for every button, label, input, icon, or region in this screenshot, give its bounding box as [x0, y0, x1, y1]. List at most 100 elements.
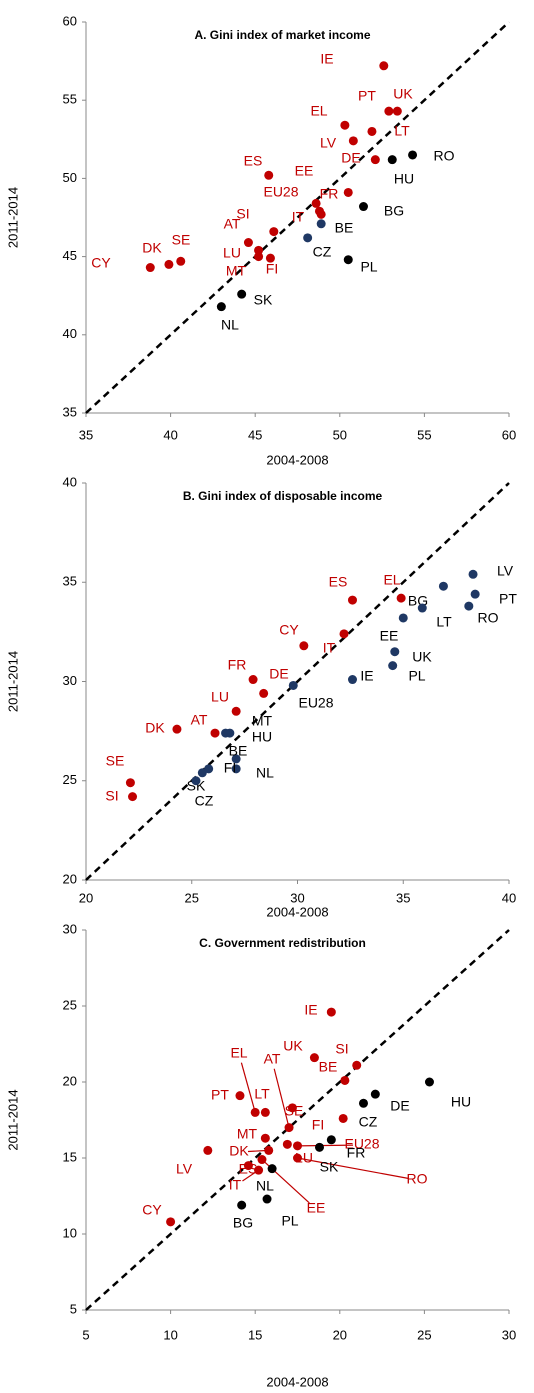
point-label: DE — [269, 666, 288, 682]
x-axis-label: 2004-2008 — [266, 904, 328, 919]
point — [250, 1107, 260, 1117]
point — [284, 1123, 294, 1133]
point — [210, 728, 220, 738]
leader-line — [297, 1144, 354, 1147]
point — [293, 1141, 302, 1151]
x-tick-label: 30 — [502, 1327, 516, 1342]
y-tick-label: 30 — [63, 921, 77, 936]
point — [367, 126, 377, 136]
point-label: DK — [142, 240, 162, 256]
point-label: SK — [254, 292, 273, 308]
x-tick-label: 25 — [417, 1327, 431, 1342]
point — [125, 778, 135, 788]
point-label: PL — [360, 259, 377, 275]
point — [282, 1139, 292, 1149]
x-tick-label: 30 — [290, 890, 304, 905]
point — [370, 1089, 380, 1099]
point — [145, 263, 155, 273]
diagonal-line — [85, 929, 510, 1311]
point-label: SE — [106, 753, 125, 769]
point — [408, 150, 418, 160]
point-label: IT — [292, 209, 305, 225]
point-label: BE — [229, 743, 248, 759]
point-label: LV — [176, 1161, 193, 1177]
point-label: FI — [224, 760, 236, 776]
y-tick-label: 35 — [63, 404, 77, 419]
point — [340, 120, 350, 130]
point — [398, 613, 408, 623]
point — [231, 706, 241, 716]
point-label: FR — [347, 1145, 366, 1161]
point-label: FI — [312, 1117, 324, 1133]
point-label: SK — [187, 778, 206, 794]
point-label: IE — [320, 51, 333, 67]
x-tick-label: 35 — [396, 890, 410, 905]
point-label: CY — [91, 255, 111, 271]
point — [464, 601, 474, 611]
point — [235, 1091, 245, 1101]
point-label: LU — [211, 689, 229, 705]
point-label: ES — [244, 153, 263, 169]
chart-title: A. Gini index of market income — [194, 28, 370, 42]
diagonal-line — [85, 482, 510, 881]
x-axis-label: 2004-2008 — [266, 1374, 328, 1389]
point — [316, 209, 326, 219]
point — [262, 1194, 272, 1204]
x-tick-label: 20 — [79, 890, 93, 905]
point — [468, 569, 478, 579]
point — [309, 1053, 319, 1063]
point-label: IE — [304, 1002, 317, 1018]
point — [216, 302, 226, 312]
point — [299, 641, 309, 651]
point-label: BG — [233, 1215, 253, 1231]
point — [191, 776, 201, 786]
y-axis-label: 2011-2014 — [5, 1089, 20, 1150]
point — [260, 1107, 270, 1117]
point-label: FR — [320, 186, 339, 202]
point-label: LT — [254, 1086, 270, 1102]
point-label: EL — [383, 572, 400, 588]
point — [176, 256, 186, 266]
point-label: CZ — [359, 1114, 378, 1130]
x-tick-label: 15 — [248, 1327, 262, 1342]
point-label: CZ — [195, 793, 214, 809]
point-label: RO — [407, 1171, 428, 1187]
y-tick-label: 10 — [63, 1225, 77, 1240]
point — [396, 593, 406, 603]
chart-title: C. Government redistribution — [199, 936, 366, 950]
point — [303, 233, 313, 243]
point — [243, 238, 253, 248]
point — [358, 1098, 368, 1108]
point-label: MT — [226, 263, 247, 279]
point — [352, 1060, 362, 1070]
point — [370, 155, 380, 165]
point-label: ES — [239, 1161, 258, 1177]
point-label: BG — [384, 203, 404, 219]
point-label: PT — [499, 591, 517, 607]
point — [248, 675, 258, 685]
point — [269, 227, 279, 237]
leader-line — [240, 1062, 256, 1113]
point — [267, 1164, 277, 1174]
point-label: HU — [394, 171, 414, 187]
y-tick-label: 40 — [63, 474, 77, 489]
point-label: SE — [285, 1103, 304, 1119]
y-tick-label: 30 — [63, 673, 77, 688]
point-label: NL — [221, 317, 239, 333]
point-label: BE — [319, 1059, 338, 1075]
y-tick-label: 15 — [63, 1149, 77, 1164]
x-tick-label: 10 — [163, 1327, 177, 1342]
y-tick-label: 55 — [63, 92, 77, 107]
x-tick-label: 35 — [79, 427, 93, 442]
point — [340, 1075, 350, 1085]
point — [388, 661, 398, 671]
x-tick-label: 40 — [502, 890, 516, 905]
point-label: BE — [335, 220, 354, 236]
point-label: FR — [228, 657, 247, 673]
point-label: EU28 — [344, 1136, 379, 1152]
point-label: DK — [145, 720, 165, 736]
point-label: SI — [335, 1041, 348, 1057]
point-label: NL — [256, 1178, 274, 1194]
point-label: PL — [408, 668, 425, 684]
